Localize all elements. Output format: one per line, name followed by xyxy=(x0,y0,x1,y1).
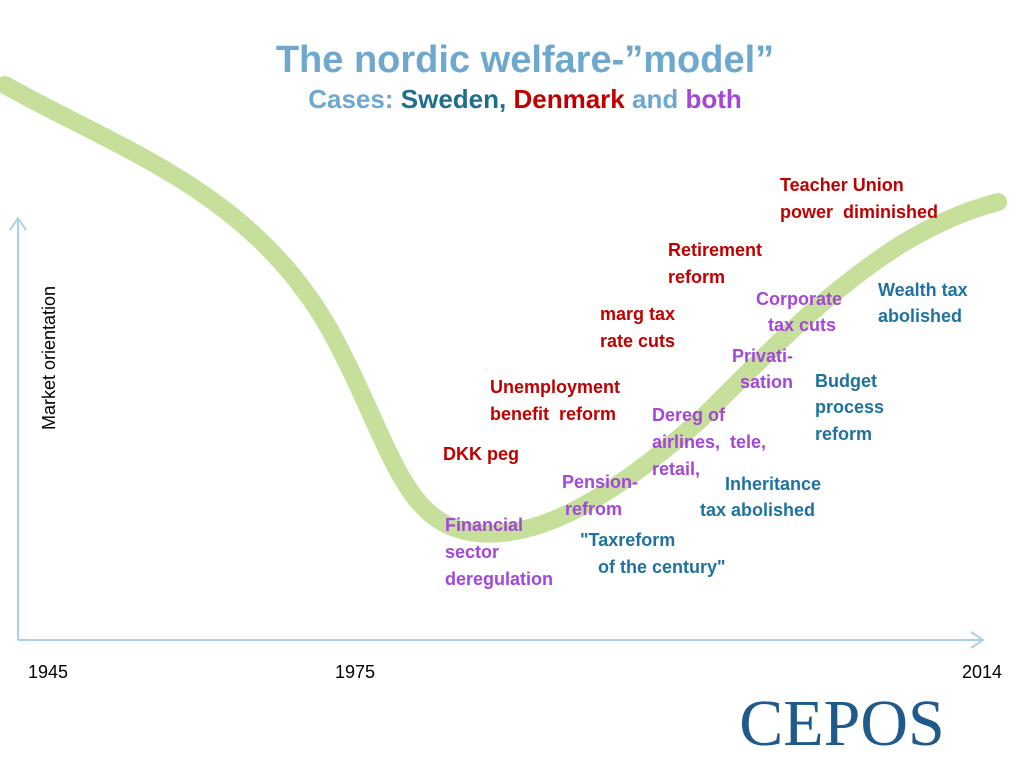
annotation-line: Teacher Union xyxy=(780,175,904,195)
annotation-line: Financial xyxy=(445,515,523,535)
y-axis-label: Market orientation xyxy=(39,286,59,430)
annotation-line: reform xyxy=(668,267,725,287)
subtitle-sweden: Sweden, xyxy=(401,84,506,114)
annotation-line: tax cuts xyxy=(768,315,836,335)
subtitle-joiner: and xyxy=(632,84,678,114)
x-axis-label: 1975 xyxy=(335,662,375,682)
x-axis xyxy=(18,631,985,649)
annotations: Teacher Union power diminished Retirement r… xyxy=(443,175,968,589)
subtitle-prefix: Cases: xyxy=(308,84,393,114)
annotation-line: Inheritance xyxy=(725,474,821,494)
annotation-line: Wealth tax xyxy=(878,280,968,300)
trend-curve xyxy=(0,76,1007,543)
y-axis xyxy=(9,216,27,640)
x-axis-label: 1945 xyxy=(28,662,68,682)
annotation-line: tax abolished xyxy=(700,500,815,520)
annotation-line: Privati- xyxy=(732,346,793,366)
subtitle: Cases: Sweden, Denmark and both xyxy=(308,84,742,114)
annotation-line: Dereg of xyxy=(652,405,726,425)
annotation-line: retail, xyxy=(652,459,700,479)
annotation-line: "Taxreform xyxy=(580,530,675,550)
logo: CEPOS xyxy=(739,687,944,760)
annotation-line: rate cuts xyxy=(600,331,675,351)
annotation-line: abolished xyxy=(878,306,962,326)
annotation-line: Budget xyxy=(815,371,877,391)
title: The nordic welfare-”model” xyxy=(276,39,774,81)
annotation-line: reform xyxy=(815,424,872,444)
annotation-line: power diminished xyxy=(780,202,938,222)
x-axis-label: 2014 xyxy=(962,662,1002,682)
annotation-line: process xyxy=(815,397,884,417)
subtitle-denmark: Denmark xyxy=(513,84,625,114)
annotation-line: of the century" xyxy=(598,557,726,577)
annotation-line: sation xyxy=(740,372,793,392)
annotation-line: Unemployment xyxy=(490,377,620,397)
annotation-line: refrom xyxy=(565,499,622,519)
annotation-line: Pension- xyxy=(562,472,638,492)
annotation-line: Retirement xyxy=(668,240,762,260)
annotation-line: benefit reform xyxy=(490,404,616,424)
subtitle-both: both xyxy=(685,84,741,114)
annotation-line: deregulation xyxy=(445,569,553,589)
annotation-line: airlines, tele, xyxy=(652,432,766,452)
annotation-line: DKK peg xyxy=(443,444,519,464)
annotation-line: sector xyxy=(445,542,499,562)
annotation-line: Corporate xyxy=(756,289,842,309)
annotation-line: marg tax xyxy=(600,304,675,324)
